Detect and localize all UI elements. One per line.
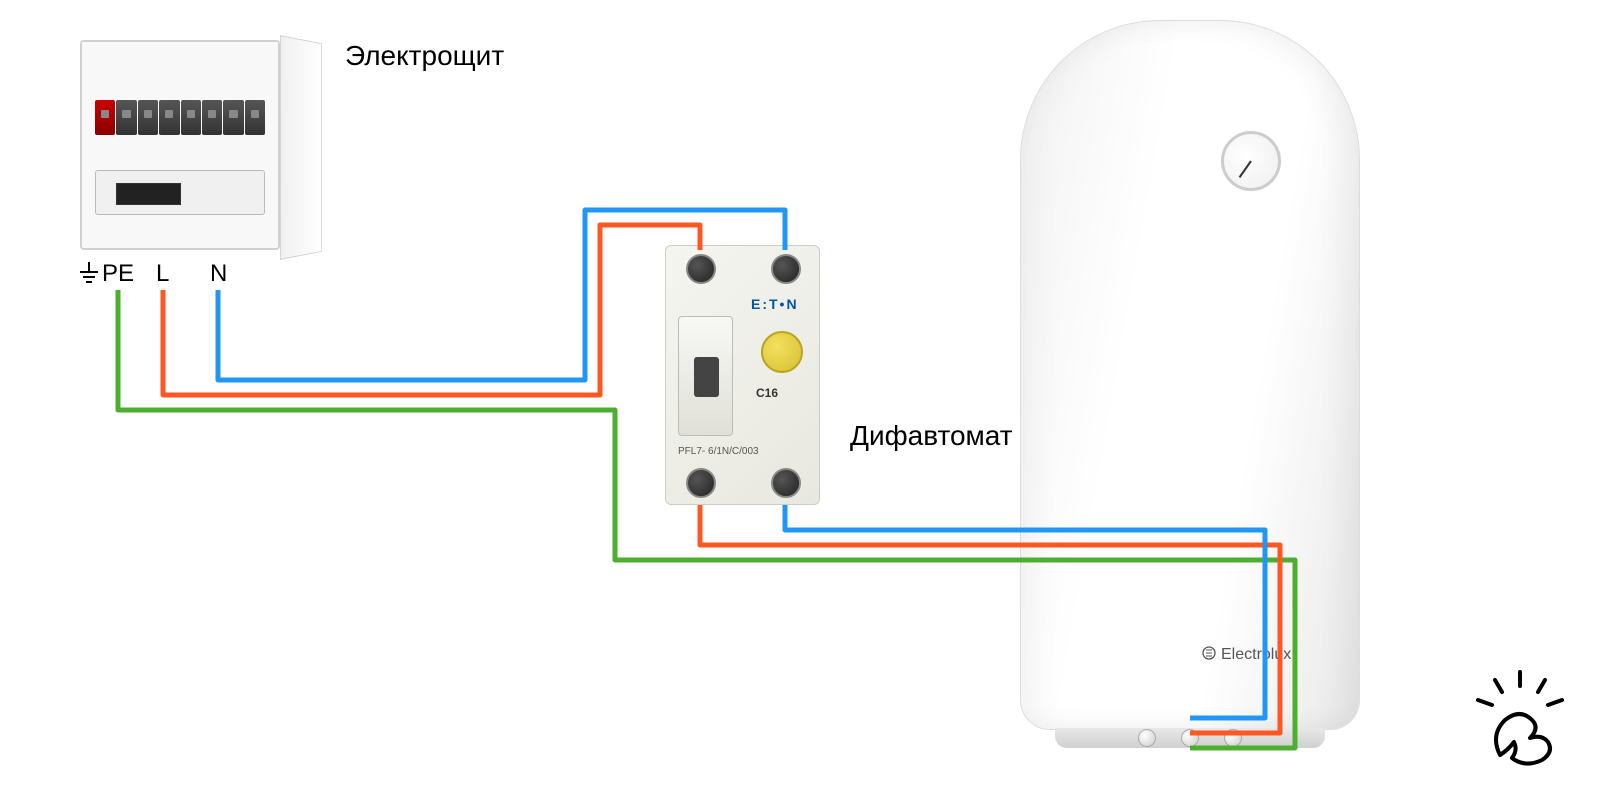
panel-door — [280, 35, 322, 260]
water-heater: Electrolux — [1020, 20, 1360, 730]
electrical-panel — [80, 40, 280, 250]
terminal-n-label: N — [210, 260, 227, 288]
rcbo-terminal-bottom-l — [686, 468, 716, 498]
wire-l-in — [163, 225, 700, 395]
rcbo-switch — [678, 316, 733, 436]
heater-knob — [1224, 729, 1242, 747]
rcbo-model-text: PFL7- 6/1N/C/003 — [678, 446, 759, 457]
rcbo-brand-text: E:T•N — [751, 296, 799, 312]
rcbo-terminal-top-l — [686, 254, 716, 284]
rcbo-lever — [694, 357, 719, 397]
breaker — [116, 100, 136, 135]
breaker — [223, 100, 243, 135]
rcbo-rating-text: C16 — [756, 386, 778, 400]
panel-label: Электрощит — [345, 40, 504, 72]
rcbo-label: Дифавтомат — [850, 420, 1013, 452]
heater-gauge-icon — [1221, 131, 1281, 191]
rcbo-test-button — [761, 331, 803, 373]
heater-brand-name: Electrolux — [1221, 646, 1291, 663]
heater-knob — [1181, 729, 1199, 747]
terminal-l-label: L — [156, 260, 169, 288]
heater-bottom-panel — [1055, 728, 1325, 748]
heater-knob — [1138, 729, 1156, 747]
panel-meter — [95, 170, 265, 215]
heater-brand-text: Electrolux — [1201, 641, 1311, 670]
rcbo-terminal-bottom-n — [771, 468, 801, 498]
corner-logo-icon — [1470, 670, 1570, 770]
main-breaker — [95, 100, 115, 135]
rcbo-device: E:T•N C16 PFL7- 6/1N/C/003 — [665, 245, 820, 505]
breaker — [181, 100, 201, 135]
ground-icon — [78, 262, 100, 288]
panel-breakers-row — [95, 100, 265, 135]
breaker — [159, 100, 179, 135]
breaker — [245, 100, 265, 135]
rcbo-terminal-top-n — [771, 254, 801, 284]
breaker — [138, 100, 158, 135]
breaker — [202, 100, 222, 135]
terminal-pe-label: PE — [102, 260, 134, 288]
meter-display — [116, 183, 181, 205]
